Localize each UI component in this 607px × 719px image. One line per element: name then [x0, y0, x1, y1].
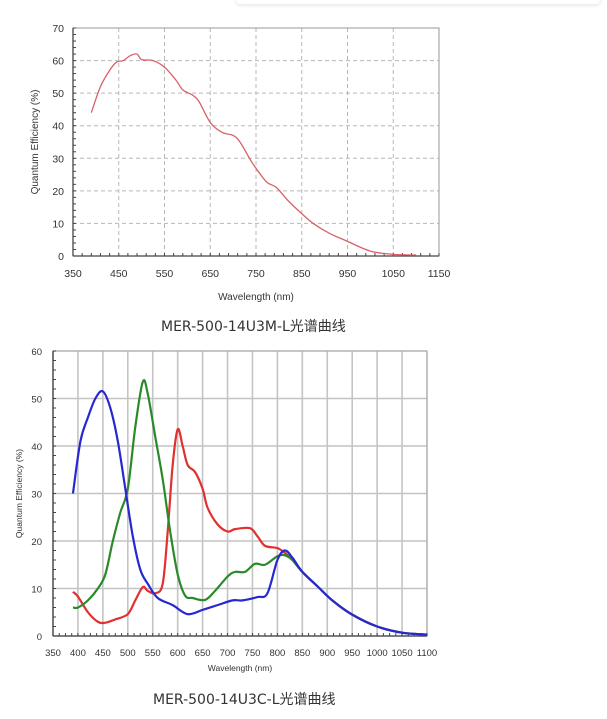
- x-axis-label: Wavelength (nm): [208, 663, 273, 673]
- y-tick-label: 20: [52, 186, 64, 198]
- x-tick-label: 950: [339, 268, 357, 280]
- x-tick-label: 550: [156, 268, 174, 280]
- x-tick-label: 650: [201, 268, 219, 280]
- x-tick-label: 600: [170, 648, 186, 659]
- y-tick-label: 0: [37, 632, 42, 643]
- x-tick-label: 850: [293, 268, 311, 280]
- x-tick-label: 950: [344, 648, 360, 659]
- y-tick-label: 50: [52, 88, 64, 100]
- chart-1: 350 400 450 500 550 600 650 700 750 800 850 900 950 1…: [14, 347, 437, 673]
- series-line-blue: [71, 389, 428, 636]
- series-line-red: [72, 427, 428, 636]
- x-tick-label: 1050: [382, 268, 406, 280]
- x-tick-label: 1150: [428, 268, 451, 280]
- y-tick-label: 50: [31, 395, 42, 406]
- series-line-green: [72, 379, 428, 636]
- x-axis-label: Wavelength (nm): [218, 292, 294, 303]
- x-tick-label: 750: [245, 648, 261, 659]
- y-tick-label: 40: [31, 442, 42, 453]
- chart-caption-mono: MER-500-14U3M-L光谱曲线: [161, 319, 346, 335]
- y-tick-label: 40: [52, 121, 64, 133]
- x-tick-label: 700: [220, 648, 236, 659]
- x-tick-label: 450: [110, 268, 128, 280]
- y-tick-label: 10: [31, 585, 42, 596]
- series-line-mono: [90, 53, 417, 256]
- x-tick-label: 550: [145, 648, 161, 659]
- background-card: [236, 0, 600, 4]
- x-tick-label: 400: [70, 648, 86, 659]
- x-tick-label: 1050: [391, 648, 412, 659]
- y-tick-label: 30: [31, 490, 42, 501]
- chart-caption-color: MER-500-14U3C-L光谱曲线: [153, 692, 336, 708]
- x-tick-label: 450: [95, 648, 111, 659]
- x-tick-label: 1100: [417, 648, 437, 659]
- x-tick-label: 350: [64, 268, 82, 280]
- y-tick-label: 0: [58, 251, 64, 263]
- x-tick-label: 650: [195, 648, 211, 659]
- x-tick-label: 500: [120, 648, 136, 659]
- y-axis-label: Quantum Efficiency (%): [30, 90, 41, 195]
- y-tick-label: 20: [31, 537, 42, 548]
- x-tick-label: 350: [45, 648, 61, 659]
- x-tick-label: 850: [294, 648, 310, 659]
- y-axis-label: Quantum Efficiency (%): [14, 449, 24, 538]
- y-tick-label: 60: [52, 56, 64, 68]
- y-tick-label: 10: [52, 218, 64, 230]
- y-tick-label: 30: [52, 153, 64, 165]
- y-tick-label: 60: [31, 347, 42, 358]
- x-tick-label: 1000: [367, 648, 388, 659]
- x-tick-label: 900: [319, 648, 335, 659]
- x-tick-label: 800: [269, 648, 285, 659]
- x-tick-label: 750: [247, 268, 265, 280]
- y-tick-label: 70: [52, 23, 64, 35]
- chart-0: 350 450 550 650 750 850 950 1050 1150 0 10 20 30 40 50…: [30, 23, 450, 303]
